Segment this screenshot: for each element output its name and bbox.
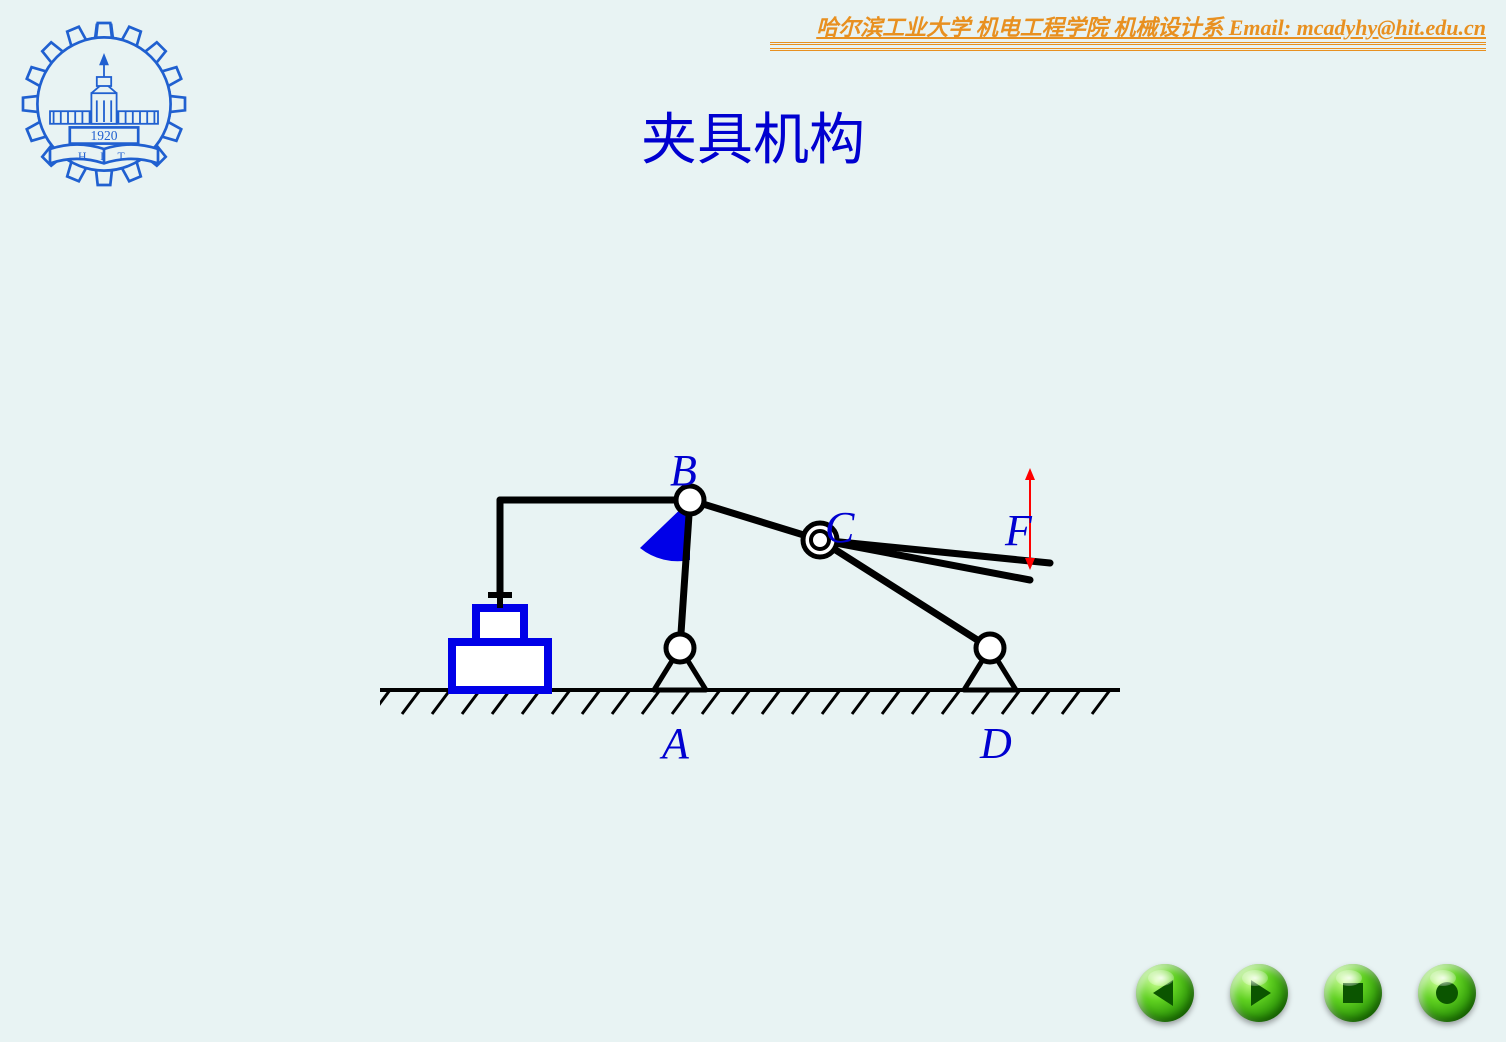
label-C: C xyxy=(825,502,854,553)
header-rule-1 xyxy=(770,42,1486,45)
prev-button[interactable] xyxy=(1136,964,1194,1022)
square-icon xyxy=(1343,983,1363,1003)
next-button[interactable] xyxy=(1230,964,1288,1022)
record-button[interactable] xyxy=(1418,964,1476,1022)
nav-button-bar xyxy=(1136,964,1476,1022)
header-text: 哈尔滨工业大学 机电工程学院 机械设计系 Email: mcadyhy@hit.… xyxy=(816,10,1486,42)
stop-button[interactable] xyxy=(1324,964,1382,1022)
label-D: D xyxy=(980,718,1012,769)
circle-icon xyxy=(1436,982,1458,1004)
label-B: B xyxy=(670,445,697,496)
header-rule-2 xyxy=(770,48,1486,51)
mechanism-diagram xyxy=(380,400,1140,780)
triangle-left-icon xyxy=(1153,980,1173,1006)
label-A: A xyxy=(662,718,689,769)
label-F: F xyxy=(1005,505,1032,556)
triangle-right-icon xyxy=(1251,980,1271,1006)
page-title: 夹具机构 xyxy=(0,95,1506,176)
